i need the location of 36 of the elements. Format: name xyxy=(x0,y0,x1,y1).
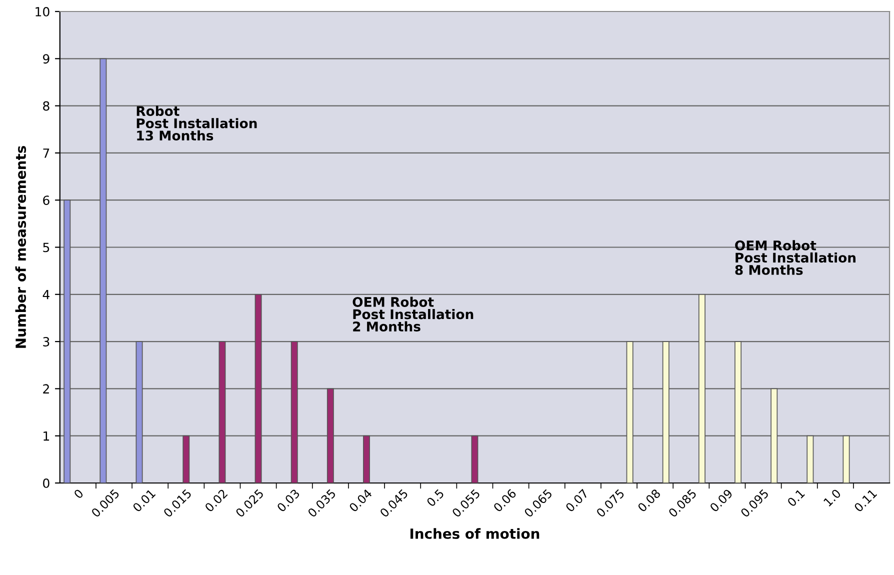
bar xyxy=(290,341,298,483)
bar xyxy=(136,341,143,483)
x-tick-label: 1.0 xyxy=(823,488,842,507)
bar xyxy=(64,200,71,483)
x-axis-title: Inches of motion xyxy=(410,528,540,539)
y-tick-label: 7 xyxy=(43,148,50,158)
y-tick-label: 0 xyxy=(43,478,50,488)
y-tick-label: 9 xyxy=(43,54,50,64)
annotation: Robot Post Installation 13 Months xyxy=(136,106,257,141)
bar xyxy=(471,435,478,483)
y-tick-label: 10 xyxy=(36,6,50,16)
bar xyxy=(100,58,107,483)
y-axis-title: Number of measurements xyxy=(15,146,26,348)
bar xyxy=(770,388,778,483)
y-tick-label: 6 xyxy=(43,196,50,206)
bar xyxy=(842,435,850,483)
bar xyxy=(806,435,814,483)
y-tick-label: 4 xyxy=(42,290,50,300)
bar xyxy=(734,341,742,483)
x-tick-label: 0.1 xyxy=(786,488,806,508)
x-tick-label: 0.5 xyxy=(426,488,444,508)
bar xyxy=(626,341,634,483)
y-tick-label: 3 xyxy=(43,337,50,346)
annotation: OEM Robot Post Installation 2 Months xyxy=(352,296,474,332)
bar xyxy=(662,341,670,483)
bar xyxy=(326,388,334,483)
y-tick-label: 8 xyxy=(43,101,50,111)
bar xyxy=(182,435,190,483)
bar xyxy=(698,294,706,483)
x-tick-label: 0 xyxy=(73,488,84,500)
bar xyxy=(254,294,262,483)
y-tick-label: 2 xyxy=(43,384,49,394)
bar xyxy=(218,341,226,483)
y-tick-label: 5 xyxy=(43,242,50,252)
y-tick-label: 1 xyxy=(44,431,50,441)
bar xyxy=(363,435,370,483)
